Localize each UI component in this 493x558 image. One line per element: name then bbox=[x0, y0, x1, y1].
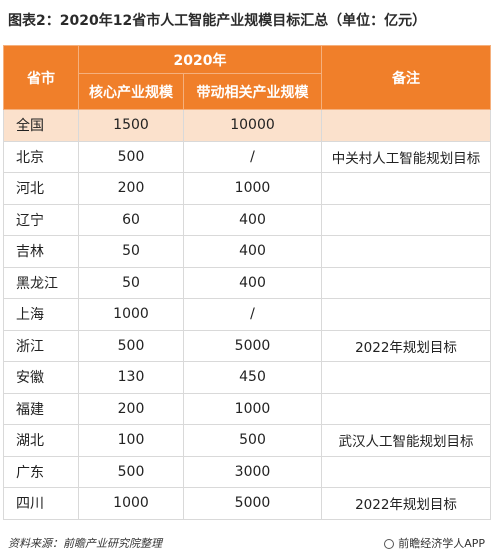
related-scale-cell: 10000 bbox=[183, 109, 322, 142]
ai-industry-target-table: 省市 2020年 备注 核心产业规模 带动相关产业规模 全国 1500 10000 北… bbox=[3, 45, 491, 520]
note-cell bbox=[321, 392, 491, 425]
note-cell bbox=[321, 235, 491, 268]
core-scale-cell: 60 bbox=[78, 203, 184, 236]
note-cell bbox=[321, 109, 491, 142]
core-scale-cell: 130 bbox=[78, 361, 184, 394]
table-row: 上海 1000/ bbox=[3, 298, 491, 331]
note-cell bbox=[321, 298, 491, 331]
note-cell: 武汉人工智能规划目标 bbox=[321, 424, 491, 457]
core-scale-cell: 200 bbox=[78, 172, 184, 205]
core-scale-cell: 500 bbox=[78, 329, 184, 362]
province-cell: 安徽 bbox=[3, 361, 79, 394]
chart-title: 图表2：2020年12省市人工智能产业规模目标汇总（单位：亿元） bbox=[8, 13, 427, 29]
table-row: 湖北 100 500 武汉人工智能规划目标 bbox=[3, 424, 491, 457]
qianzhan-logo-icon bbox=[384, 539, 395, 549]
province-cell: 黑龙江 bbox=[3, 266, 79, 299]
note-cell bbox=[321, 203, 491, 236]
table-row: 北京 500/中关村人工智能规划目标 bbox=[3, 140, 491, 173]
core-scale-cell: 500 bbox=[78, 140, 184, 173]
core-scale-cell: 1000 bbox=[78, 487, 184, 520]
footer: 资料来源：前瞻产业研究院整理 前瞻经济学人APP bbox=[8, 535, 485, 553]
table-header: 省市 2020年 备注 核心产业规模 带动相关产业规模 bbox=[3, 45, 491, 110]
source-text: 资料来源：前瞻产业研究院整理 bbox=[8, 537, 162, 550]
table-row: 辽宁 60 400 bbox=[3, 203, 491, 236]
core-scale-cell: 200 bbox=[78, 392, 184, 425]
related-scale-cell: 400 bbox=[183, 266, 322, 299]
table-row: 吉林 50 400 bbox=[3, 235, 491, 268]
related-scale-cell: 400 bbox=[183, 235, 322, 268]
table-row: 黑龙江 50 400 bbox=[3, 266, 491, 299]
table-row: 浙江 500 5000 2022年规划目标 bbox=[3, 329, 491, 362]
note-cell: 中关村人工智能规划目标 bbox=[321, 140, 491, 173]
note-cell bbox=[321, 266, 491, 299]
province-cell: 全国 bbox=[3, 109, 79, 142]
table-row: 福建 200 1000 bbox=[3, 392, 491, 425]
related-scale-cell: 1000 bbox=[183, 392, 322, 425]
table-row: 安徽 130 450 bbox=[3, 361, 491, 394]
related-scale-cell: 5000 bbox=[183, 487, 322, 520]
note-cell bbox=[321, 361, 491, 394]
province-cell: 北京 bbox=[3, 140, 79, 173]
related-scale-cell: 500 bbox=[183, 424, 322, 457]
header-related-scale: 带动相关产业规模 bbox=[183, 73, 322, 110]
note-cell bbox=[321, 455, 491, 488]
table-row: 河北 200 1000 bbox=[3, 172, 491, 205]
header-province: 省市 bbox=[3, 45, 79, 110]
province-cell: 辽宁 bbox=[3, 203, 79, 236]
table-body: 全国 1500 10000 北京 500/中关村人工智能规划目标 河北 200 1000 辽宁 6… bbox=[3, 109, 491, 520]
table-container: 省市 2020年 备注 核心产业规模 带动相关产业规模 全国 1500 10000 北… bbox=[3, 45, 491, 520]
related-scale-cell: 450 bbox=[183, 361, 322, 394]
core-scale-cell: 500 bbox=[78, 455, 184, 488]
province-cell: 吉林 bbox=[3, 235, 79, 268]
core-scale-cell: 1000 bbox=[78, 298, 184, 331]
header-note: 备注 bbox=[321, 45, 491, 110]
brand-text: 前瞻经济学人APP bbox=[398, 537, 485, 550]
header-year: 2020年 bbox=[78, 45, 322, 74]
related-scale-cell: 3000 bbox=[183, 455, 322, 488]
related-scale-cell: 400 bbox=[183, 203, 322, 236]
province-cell: 广东 bbox=[3, 455, 79, 488]
table-row: 四川 1000 5000 2022年规划目标 bbox=[3, 487, 491, 520]
province-cell: 四川 bbox=[3, 487, 79, 520]
related-scale-cell: 5000 bbox=[183, 329, 322, 362]
header-core-scale: 核心产业规模 bbox=[78, 73, 184, 110]
related-scale-cell: / bbox=[183, 140, 322, 173]
related-scale-cell: 1000 bbox=[183, 172, 322, 205]
note-cell: 2022年规划目标 bbox=[321, 329, 491, 362]
related-scale-cell: / bbox=[183, 298, 322, 331]
province-cell: 河北 bbox=[3, 172, 79, 205]
province-cell: 浙江 bbox=[3, 329, 79, 362]
core-scale-cell: 50 bbox=[78, 266, 184, 299]
core-scale-cell: 50 bbox=[78, 235, 184, 268]
province-cell: 福建 bbox=[3, 392, 79, 425]
core-scale-cell: 1500 bbox=[78, 109, 184, 142]
brand: 前瞻经济学人APP bbox=[384, 535, 485, 553]
note-cell: 2022年规划目标 bbox=[321, 487, 491, 520]
table-row: 广东 500 3000 bbox=[3, 455, 491, 488]
province-cell: 湖北 bbox=[3, 424, 79, 457]
table-row: 全国 1500 10000 bbox=[3, 109, 491, 142]
province-cell: 上海 bbox=[3, 298, 79, 331]
note-cell bbox=[321, 172, 491, 205]
core-scale-cell: 100 bbox=[78, 424, 184, 457]
